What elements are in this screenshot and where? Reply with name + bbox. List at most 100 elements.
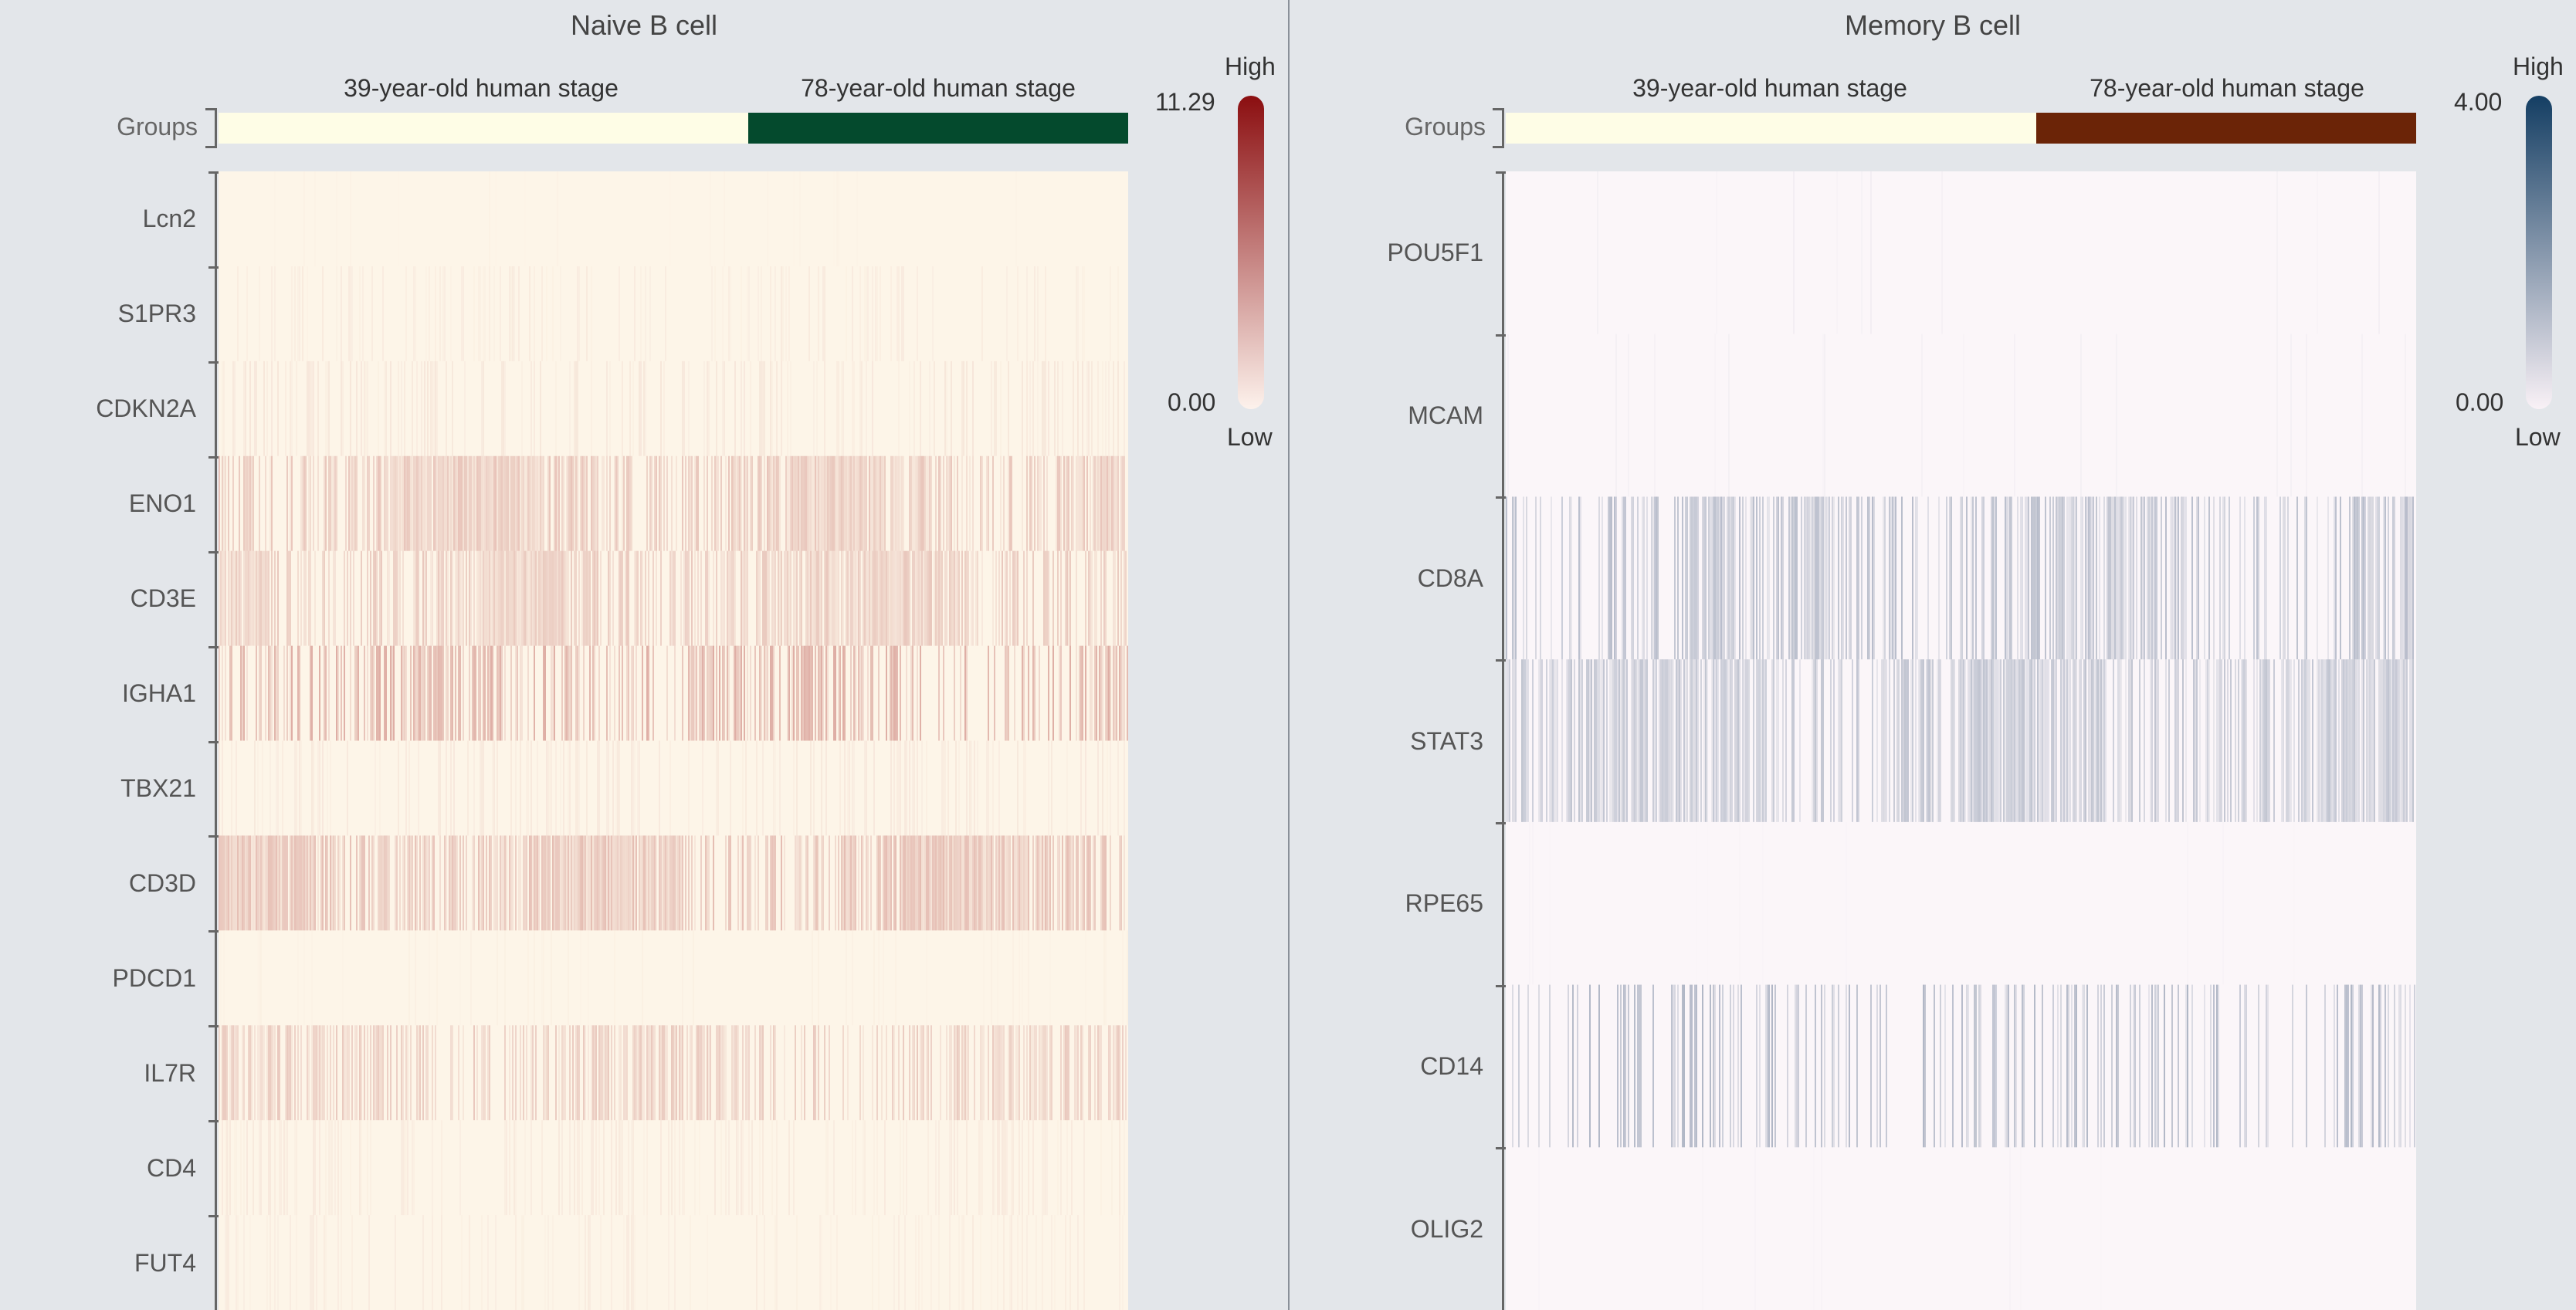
heatmap-cell <box>1759 659 1761 822</box>
heatmap-cell <box>995 1025 997 1121</box>
row-label-igha1: IGHA1 <box>121 679 196 708</box>
heatmap-cell <box>991 930 992 1025</box>
heatmap-cell <box>682 361 683 456</box>
heatmap-cell <box>986 740 988 836</box>
heatmap-cell <box>611 835 612 931</box>
heatmap-cell <box>2176 496 2178 660</box>
heatmap-cell <box>1069 835 1071 931</box>
heatmap-cell <box>923 1025 924 1121</box>
heatmap-cell <box>330 455 331 551</box>
heatmap-cell <box>415 550 416 646</box>
heatmap-cell <box>1077 1215 1079 1310</box>
heatmap-cell <box>1066 1025 1068 1121</box>
heatmap-cell <box>490 455 492 551</box>
heatmap-cell <box>459 930 461 1025</box>
heatmap-cell <box>2193 659 2195 822</box>
heatmap-cell <box>481 1215 483 1310</box>
heatmap-cell <box>410 645 412 741</box>
heatmap-cell <box>322 1025 324 1121</box>
heatmap-cell <box>286 550 288 646</box>
heatmap-cell <box>716 550 717 646</box>
heatmap-cell <box>512 835 514 931</box>
heatmap-cell <box>1066 741 1068 836</box>
heatmap-cell <box>836 455 838 551</box>
heatmap-cell <box>620 1025 622 1121</box>
heatmap-cell <box>1022 361 1023 456</box>
heatmap-cell <box>359 835 361 931</box>
heatmap-cell <box>926 455 927 551</box>
heatmap-cell <box>1822 334 1824 497</box>
heatmap-cell <box>2241 659 2242 822</box>
heatmap-cell <box>921 1025 923 1121</box>
heatmap-cell <box>342 1025 344 1121</box>
heatmap-cell <box>1707 659 1708 822</box>
heatmap-cell <box>2006 496 2008 660</box>
heatmap-cell <box>497 550 498 646</box>
heatmap-cell <box>555 361 557 456</box>
heatmap-cell <box>2293 659 2295 822</box>
heatmap-cell <box>1886 984 1887 1148</box>
heatmap-cell <box>2069 496 2071 660</box>
heatmap-cell <box>622 455 623 551</box>
heatmap-cell <box>1083 1215 1085 1310</box>
heatmap-cell <box>1713 659 1714 822</box>
heatmap-cell <box>1035 1025 1037 1121</box>
heatmap-cell <box>416 645 418 741</box>
heatmap-cell <box>818 266 819 361</box>
heatmap-cell <box>2026 496 2028 660</box>
heatmap-cell <box>1773 496 1774 660</box>
heatmap-cell <box>588 930 589 1025</box>
heatmap-cell <box>361 361 362 456</box>
heatmap-cell <box>336 645 337 741</box>
heatmap-cell <box>1751 496 1753 660</box>
heatmap-cell <box>541 455 543 551</box>
heatmap-cell <box>2378 496 2380 660</box>
heatmap-cell <box>498 550 500 646</box>
heatmap-cell <box>2411 496 2412 660</box>
heatmap-cell <box>829 550 830 646</box>
heatmap-cell <box>529 550 530 646</box>
heatmap-cell <box>364 835 365 931</box>
heatmap-cell <box>2035 496 2037 660</box>
heatmap-cell <box>1815 984 1816 1148</box>
heatmap-cell <box>1618 659 1620 822</box>
heatmap-cell <box>286 455 288 551</box>
heatmap-cell <box>858 455 859 551</box>
heatmap-cell <box>1612 659 1614 822</box>
heatmap-cell <box>821 455 822 551</box>
heatmap-cell <box>393 645 395 741</box>
heatmap-cell <box>623 1215 625 1310</box>
heatmap-cell <box>1720 496 1722 660</box>
heatmap-cell <box>450 455 452 551</box>
heatmap-cell <box>489 455 490 551</box>
heatmap-cell <box>873 930 875 1025</box>
heatmap-cell <box>555 835 557 931</box>
heatmap-cell <box>1995 496 1997 660</box>
heatmap-cell <box>231 645 232 741</box>
heatmap-cell <box>1988 659 1989 822</box>
heatmap-cell <box>381 550 382 646</box>
heatmap-cell <box>1108 1025 1110 1121</box>
heatmap-cell <box>2267 659 2269 822</box>
heatmap-cell <box>368 455 370 551</box>
heatmap-cell <box>796 1215 798 1310</box>
heatmap-cell <box>222 1025 223 1121</box>
heatmap-cell <box>737 645 739 741</box>
heatmap-cell <box>603 455 605 551</box>
heatmap-cell <box>971 550 972 646</box>
heatmap-cell <box>957 550 958 646</box>
heatmap-cell <box>2380 659 2381 822</box>
heatmap-cell <box>2133 496 2134 660</box>
heatmap-cell <box>674 1025 676 1121</box>
heatmap-cell <box>2068 496 2069 660</box>
heatmap-cell <box>1512 659 1513 822</box>
heatmap-cell <box>489 1025 490 1121</box>
heatmap-cell <box>322 740 324 836</box>
heatmap-cell <box>1674 984 1676 1148</box>
heatmap-cell <box>463 835 464 931</box>
heatmap-cell <box>506 1120 507 1216</box>
heatmap-cell <box>961 361 963 456</box>
heatmap-cell <box>1994 659 1995 822</box>
heatmap-cell <box>1017 1215 1019 1310</box>
heatmap-cell <box>518 266 520 361</box>
